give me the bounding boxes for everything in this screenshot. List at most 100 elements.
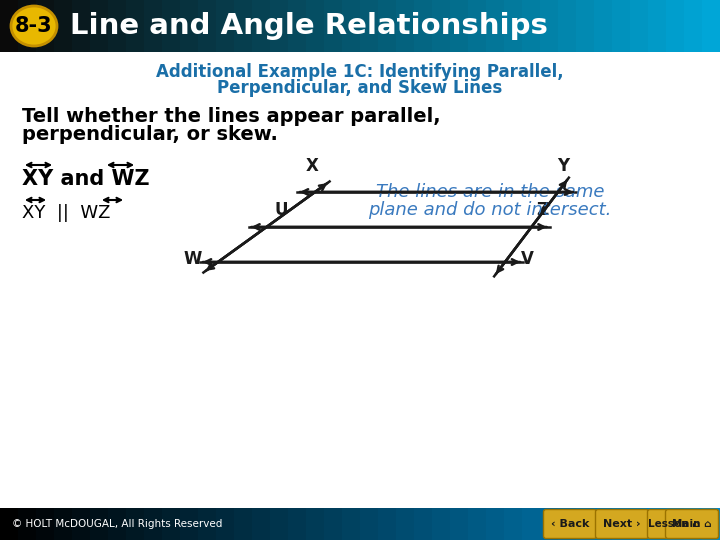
Text: ‹ Back: ‹ Back — [551, 519, 589, 529]
Bar — [648, 508, 667, 540]
Bar — [378, 0, 397, 52]
Bar — [630, 508, 649, 540]
Bar — [612, 0, 631, 52]
Text: plane and do not intersect.: plane and do not intersect. — [369, 201, 612, 219]
Bar — [666, 0, 685, 52]
Bar — [630, 0, 649, 52]
Text: Tell whether the lines appear parallel,: Tell whether the lines appear parallel, — [22, 107, 441, 126]
Bar — [522, 0, 541, 52]
Bar — [234, 508, 253, 540]
Bar — [54, 508, 73, 540]
Bar — [180, 508, 199, 540]
Bar — [0, 508, 19, 540]
Bar — [414, 0, 433, 52]
Text: V: V — [521, 250, 534, 268]
Bar — [108, 508, 127, 540]
Bar — [450, 508, 469, 540]
Bar — [612, 508, 631, 540]
Bar — [234, 0, 253, 52]
Bar — [126, 508, 145, 540]
Bar — [432, 508, 451, 540]
Bar — [162, 508, 181, 540]
Bar — [216, 508, 235, 540]
Bar — [90, 508, 109, 540]
Text: The lines are in the same: The lines are in the same — [376, 183, 604, 201]
Bar — [18, 508, 37, 540]
Text: X: X — [305, 157, 318, 175]
Text: W: W — [184, 250, 202, 268]
Bar — [306, 0, 325, 52]
Bar — [648, 0, 667, 52]
Bar — [72, 508, 91, 540]
Bar — [126, 0, 145, 52]
Bar — [540, 508, 559, 540]
Bar — [342, 508, 361, 540]
Bar — [198, 0, 217, 52]
Bar — [414, 508, 433, 540]
Bar — [36, 0, 55, 52]
Bar — [216, 0, 235, 52]
Text: U: U — [274, 201, 288, 219]
Bar — [576, 508, 595, 540]
Bar — [324, 508, 343, 540]
Text: Main ⌂: Main ⌂ — [672, 519, 712, 529]
Text: 8-3: 8-3 — [15, 16, 53, 36]
Bar — [504, 508, 523, 540]
Bar — [198, 508, 217, 540]
FancyBboxPatch shape — [700, 510, 719, 538]
Bar — [342, 0, 361, 52]
Bar — [36, 508, 55, 540]
Bar — [522, 508, 541, 540]
Bar — [0, 0, 19, 52]
FancyBboxPatch shape — [595, 510, 649, 538]
Text: XY and WZ: XY and WZ — [22, 169, 150, 189]
Bar — [90, 0, 109, 52]
Bar — [486, 508, 505, 540]
Ellipse shape — [11, 6, 57, 46]
Text: Next ›: Next › — [603, 519, 641, 529]
Bar — [270, 0, 289, 52]
Bar — [468, 0, 487, 52]
Text: Y: Y — [557, 157, 569, 175]
Bar — [54, 0, 73, 52]
Bar — [252, 0, 271, 52]
Bar — [378, 508, 397, 540]
Bar — [450, 0, 469, 52]
Bar — [594, 508, 613, 540]
Text: Lesson ⌂: Lesson ⌂ — [648, 519, 700, 529]
Bar — [666, 508, 685, 540]
Bar — [360, 508, 379, 540]
Bar — [396, 508, 415, 540]
Bar — [504, 0, 523, 52]
Text: XY  ||  WZ: XY || WZ — [22, 204, 110, 222]
Text: Perpendicular, and Skew Lines: Perpendicular, and Skew Lines — [217, 79, 503, 97]
Bar — [72, 0, 91, 52]
Text: © HOLT McDOUGAL, All Rights Reserved: © HOLT McDOUGAL, All Rights Reserved — [12, 519, 222, 529]
Bar — [684, 0, 703, 52]
Bar — [540, 0, 559, 52]
Bar — [144, 508, 163, 540]
Bar — [396, 0, 415, 52]
Text: Z: Z — [536, 201, 549, 219]
Bar — [468, 508, 487, 540]
Bar — [252, 508, 271, 540]
Bar — [180, 0, 199, 52]
Bar — [324, 0, 343, 52]
FancyBboxPatch shape — [544, 510, 596, 538]
Bar — [306, 508, 325, 540]
Bar — [702, 0, 720, 52]
Text: Additional Example 1C: Identifying Parallel,: Additional Example 1C: Identifying Paral… — [156, 63, 564, 81]
Bar — [270, 508, 289, 540]
Text: perpendicular, or skew.: perpendicular, or skew. — [22, 125, 278, 144]
FancyBboxPatch shape — [665, 510, 719, 538]
Bar — [108, 0, 127, 52]
Bar — [702, 508, 720, 540]
Bar — [360, 0, 379, 52]
Bar — [558, 0, 577, 52]
Bar — [288, 508, 307, 540]
Bar — [432, 0, 451, 52]
Bar — [144, 0, 163, 52]
Bar — [558, 508, 577, 540]
Text: Line and Angle Relationships: Line and Angle Relationships — [70, 12, 548, 40]
FancyBboxPatch shape — [647, 510, 701, 538]
